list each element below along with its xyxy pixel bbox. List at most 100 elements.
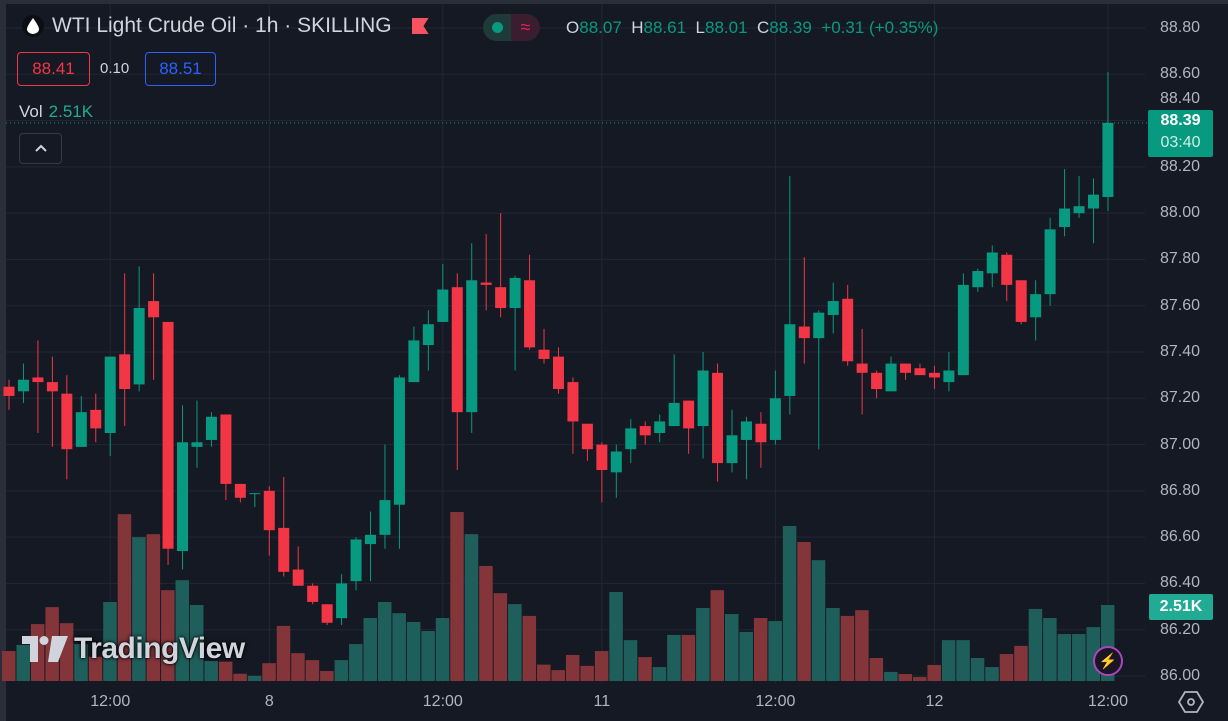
volume-bar (479, 565, 493, 681)
market-status-toggle[interactable]: ≈ (483, 14, 540, 41)
buy-price-button[interactable]: 88.51 (145, 52, 216, 86)
collapse-legend-button[interactable] (19, 133, 62, 164)
candle-down (292, 569, 304, 586)
volume-bar (768, 621, 782, 681)
candle-down (914, 368, 926, 376)
candle-up (191, 442, 203, 447)
candle-down (871, 372, 883, 390)
price-tick-label: 88.60 (1160, 65, 1201, 83)
candle-up (625, 428, 637, 450)
volume-bar (464, 534, 479, 681)
volume-bar (2, 651, 16, 681)
price-tick-label: 86.40 (1160, 574, 1201, 592)
volume-bar (782, 525, 797, 681)
open-value: 88.07 (579, 18, 622, 37)
candle-down (842, 298, 854, 362)
volume-bar (276, 625, 291, 681)
candle-down (1001, 254, 1013, 285)
candle-up (466, 280, 478, 413)
volume-bar (725, 614, 739, 681)
candle-down (148, 301, 160, 318)
candle-up (365, 534, 376, 545)
volume-label: Vol (19, 102, 43, 121)
candle-up (205, 416, 217, 440)
volume-bar (927, 664, 941, 681)
lightning-icon[interactable]: ⚡ (1093, 646, 1123, 676)
low-label: L (695, 18, 705, 37)
price-tick-label: 88.40 (1160, 90, 1201, 107)
volume-bar (696, 608, 710, 681)
candle-up (1044, 229, 1056, 295)
volume-bar (450, 512, 464, 681)
volume-bar (103, 601, 117, 681)
candle-up (1059, 208, 1071, 228)
volume-legend[interactable]: Vol 2.51K (19, 102, 93, 122)
volume-bar (912, 677, 927, 681)
candle-up (509, 277, 521, 309)
candle-up (1102, 122, 1114, 197)
candle-up (972, 271, 984, 288)
volume-bar (652, 667, 667, 681)
volume-bar (840, 615, 855, 681)
volume-bar (985, 667, 999, 681)
flag-icon[interactable] (411, 18, 429, 34)
candle-up (813, 312, 825, 339)
candle-down (321, 604, 333, 623)
volume-bar (189, 605, 204, 681)
volume-bar (667, 634, 681, 681)
volume-bar (305, 660, 320, 681)
sell-price-button[interactable]: 88.41 (17, 52, 90, 86)
candle-up (249, 493, 261, 495)
volume-bar (132, 537, 146, 681)
candle-down (46, 382, 58, 392)
volume-bar (956, 640, 970, 681)
change-value: +0.31 (+0.35%) (821, 18, 939, 37)
volume-bar (88, 656, 103, 681)
high-value: 88.61 (643, 18, 687, 37)
volume-bar (999, 654, 1014, 681)
last-price-value: 88.39 (1160, 112, 1201, 129)
candle-down (856, 363, 868, 373)
volume-bar (811, 560, 826, 681)
candle-down (581, 423, 593, 450)
volume-bar (898, 674, 913, 681)
candle-down (3, 386, 15, 396)
candle-up (784, 324, 796, 396)
volume-bar (565, 654, 580, 681)
candle-up (133, 308, 145, 385)
candle-down (32, 377, 44, 383)
candle-up (986, 252, 998, 274)
candle-down (307, 585, 319, 602)
candle-down (639, 426, 651, 436)
volume-bar (970, 657, 985, 681)
chart-settings-icon[interactable] (1178, 690, 1204, 714)
volume-bar (551, 670, 565, 681)
candle-down (495, 287, 507, 309)
volume-bar (941, 640, 956, 681)
candle-down (928, 372, 940, 378)
bar-countdown: 03:40 (1160, 134, 1201, 151)
candle-up (610, 451, 622, 473)
candle-down (596, 444, 608, 471)
volume-bar (74, 644, 88, 681)
symbol-title-text: WTI Light Crude Oil · 1h · SKILLING (52, 14, 392, 37)
tradingview-logo-icon (22, 636, 68, 662)
candle-up (957, 284, 969, 376)
candle-down (234, 483, 246, 498)
open-label: O (566, 18, 580, 37)
volume-bar (681, 634, 696, 681)
high-label: H (631, 18, 644, 37)
price-tick-label: 87.00 (1160, 435, 1201, 453)
volume-bar (218, 661, 233, 681)
volume-bar (233, 673, 247, 681)
low-value: 88.01 (704, 18, 748, 37)
candle-down (538, 349, 550, 359)
volume-bar (1043, 618, 1057, 681)
candle-up (1088, 194, 1099, 209)
volume-bar (421, 631, 435, 681)
oil-drop-icon (22, 15, 44, 37)
symbol-title[interactable]: WTI Light Crude Oil · 1h · SKILLING (22, 14, 429, 38)
tradingview-logo[interactable]: TradingView (22, 632, 245, 666)
candle-down (451, 287, 463, 413)
